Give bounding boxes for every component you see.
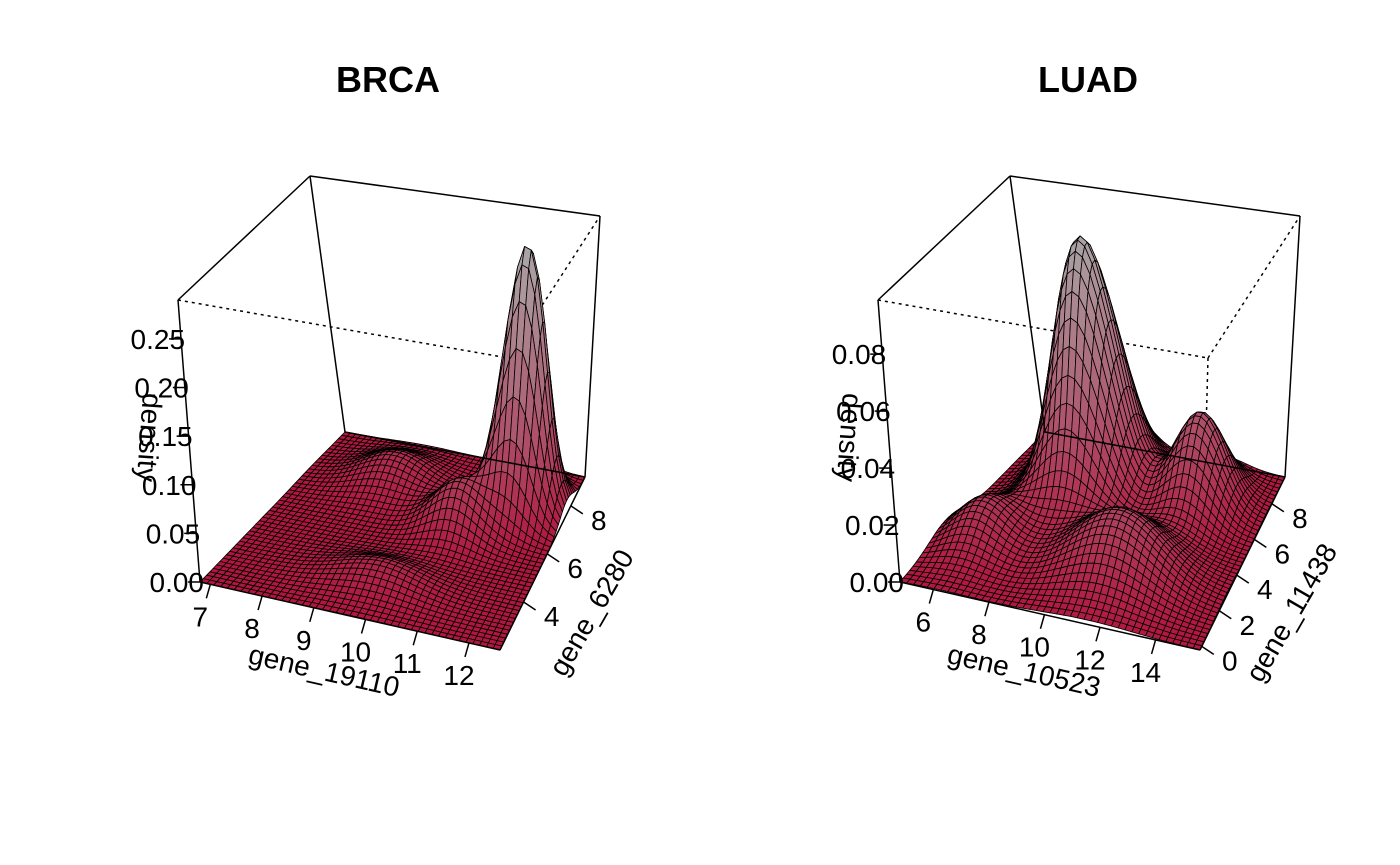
z-tick-label: 0.00 bbox=[850, 567, 905, 598]
x-tick-label: 14 bbox=[1130, 657, 1161, 688]
panel-title: LUAD bbox=[1038, 59, 1138, 100]
y-tick-label: 8 bbox=[591, 505, 607, 536]
z-tick-label: 0.08 bbox=[832, 339, 887, 370]
y-tick-label: 8 bbox=[1292, 503, 1308, 534]
y-tick-label: 0 bbox=[1222, 645, 1238, 676]
y-tick-label: 6 bbox=[1275, 538, 1291, 569]
z-tick-label: 0.05 bbox=[146, 518, 201, 549]
z-tick-label: 0.00 bbox=[150, 567, 205, 598]
z-tick-label: 0.25 bbox=[131, 324, 186, 355]
z-axis-label: density bbox=[131, 392, 168, 483]
y-tick-label: 2 bbox=[1239, 610, 1255, 641]
z-axis-label: density bbox=[831, 392, 868, 483]
x-tick-label: 7 bbox=[193, 601, 209, 632]
x-tick-label: 6 bbox=[916, 607, 932, 638]
y-tick-label: 6 bbox=[567, 553, 583, 584]
density-surface bbox=[199, 246, 586, 651]
x-tick-label: 12 bbox=[443, 660, 474, 691]
y-tick-label: 4 bbox=[544, 601, 560, 632]
panel-title: BRCA bbox=[336, 59, 440, 100]
y-tick-label: 4 bbox=[1257, 574, 1273, 605]
z-tick-label: 0.02 bbox=[845, 510, 900, 541]
